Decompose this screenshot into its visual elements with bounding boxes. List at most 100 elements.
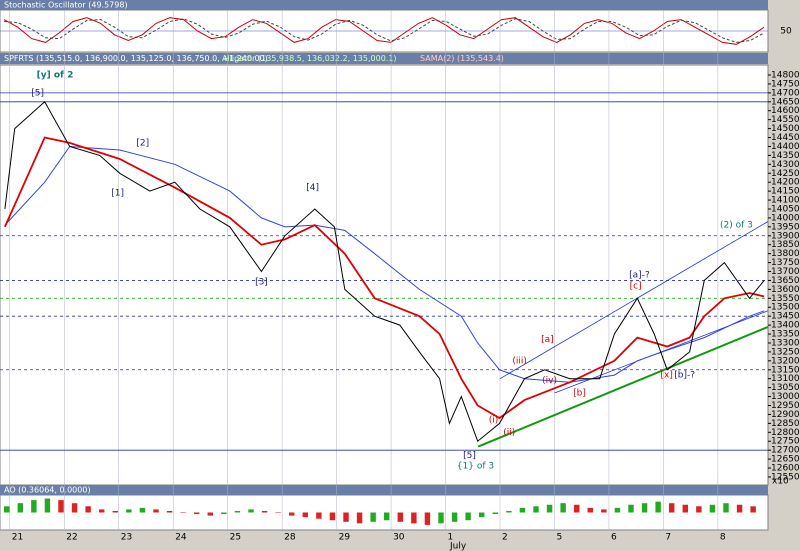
y-tick-label: 13100 [771,374,800,384]
wave-label: [x] [661,371,673,381]
indicator-label: SAMA(2) (135,543.4) [420,54,504,63]
ao-bar [194,512,200,515]
y-tick-label: 13450 [771,312,800,322]
x-tick-label: 1 [448,533,454,543]
ao-bar [669,503,675,513]
indicator-label: Alligator (135,938.5, 136,032.2, 135,000… [222,54,397,63]
y-tick-label: 14200 [771,178,800,188]
y-tick-label: 14150 [771,187,800,197]
y-tick-label: 14300 [771,160,800,170]
y-tick-label: 12700 [771,446,800,456]
y-tick-label: 14500 [771,124,800,134]
wave-label: [3] [255,278,268,288]
y-tick-label: 14700 [771,88,800,98]
moving-average [4,145,765,383]
ao-bar [465,512,471,521]
wave-label: (i) [489,415,499,425]
trend-line [499,221,769,380]
ao-bar [519,507,526,513]
y-tick-label: 13950 [771,222,800,232]
ao-bar [560,503,566,513]
price-header [0,53,768,64]
wave-label: [2] [136,138,149,148]
y-tick-label: 50 [780,27,792,37]
x-tick-label: 6 [611,533,617,543]
y-tick-label: 13650 [771,276,800,286]
ao-bar [153,509,159,513]
y-tick-label: 13800 [771,249,800,259]
y-tick-label: 13600 [771,285,800,295]
x-tick-label: 30 [393,533,405,543]
ao-bar [533,506,539,513]
wave-label: [c] [630,281,642,291]
stochastic-header [0,0,768,10]
wave-label: (iii) [512,356,527,366]
ao-bar [234,510,241,513]
wave-label: {1} of 3 [457,462,494,472]
ao-bar [31,500,37,513]
ao-bar [221,512,227,515]
price-line [4,101,765,443]
y-tick-label: 12900 [771,410,800,420]
y-tick-label: 12650 [771,455,800,465]
ao-bar [248,509,254,513]
ao-bar [356,512,363,524]
ao-bar [275,512,281,513]
stochastic-title: Stochastic Oscillator (49.5798) [4,1,128,10]
ao-bar [424,512,431,525]
y-tick-label: 14600 [771,106,800,116]
ao-bar [438,512,444,524]
ao-bar [546,504,553,513]
y-tick-label: 14100 [771,196,800,206]
y-tick-label: 12850 [771,419,800,429]
month-label: July [449,542,467,551]
wave-label: (2) of 3 [720,221,753,231]
stochastic-line [3,18,765,43]
y-tick-label: 14800 [771,71,800,81]
y-tick-label: 14650 [771,97,800,107]
ao-title: AO (0.36064, 0.0000) [4,486,91,495]
y-tick-label: 14250 [771,169,800,179]
ao-bar [479,512,485,518]
x-tick-label: 29 [339,533,351,543]
x-tick-label: 21 [12,533,23,543]
y-tick-label: 13550 [771,294,800,304]
axis-unit: x10 [772,477,789,487]
ao-bar [750,506,756,513]
ao-bar [397,512,403,522]
ao-bar [411,512,417,524]
wave-label: (ii) [503,428,515,438]
ao-bar [451,512,458,522]
x-tick-label: 22 [66,533,77,543]
ao-bar [71,503,78,513]
y-tick-label: 14050 [771,204,800,214]
y-tick-label: 13500 [771,303,800,313]
y-tick-label: 13900 [771,231,800,241]
ao-bar [166,510,173,513]
ao-bar [126,509,132,513]
wave-label: [a] [541,335,554,345]
y-tick-label: 14350 [771,151,800,161]
ao-bar [316,512,322,519]
y-tick-label: 14750 [771,79,800,89]
y-tick-label: 13000 [771,392,800,402]
y-tick-label: 13150 [771,365,800,375]
x-tick-label: 2 [502,533,508,543]
ao-bar [574,504,580,513]
y-tick-label: 12600 [771,464,800,474]
x-tick-label: 5 [556,533,562,543]
wave-label: (iv) [542,376,557,386]
ao-bar [112,510,118,513]
ao-bar [207,512,213,516]
ao-bar [384,512,390,521]
ao-bar [4,506,10,513]
ao-bar [723,503,729,513]
stochastic-line [3,17,765,45]
ao-bar [44,498,51,513]
x-tick-label: 23 [121,533,132,543]
x-tick-label: 28 [284,533,296,543]
y-tick-label: 13400 [771,321,800,331]
ao-bar [709,504,716,513]
x-tick-label: 8 [720,533,726,543]
